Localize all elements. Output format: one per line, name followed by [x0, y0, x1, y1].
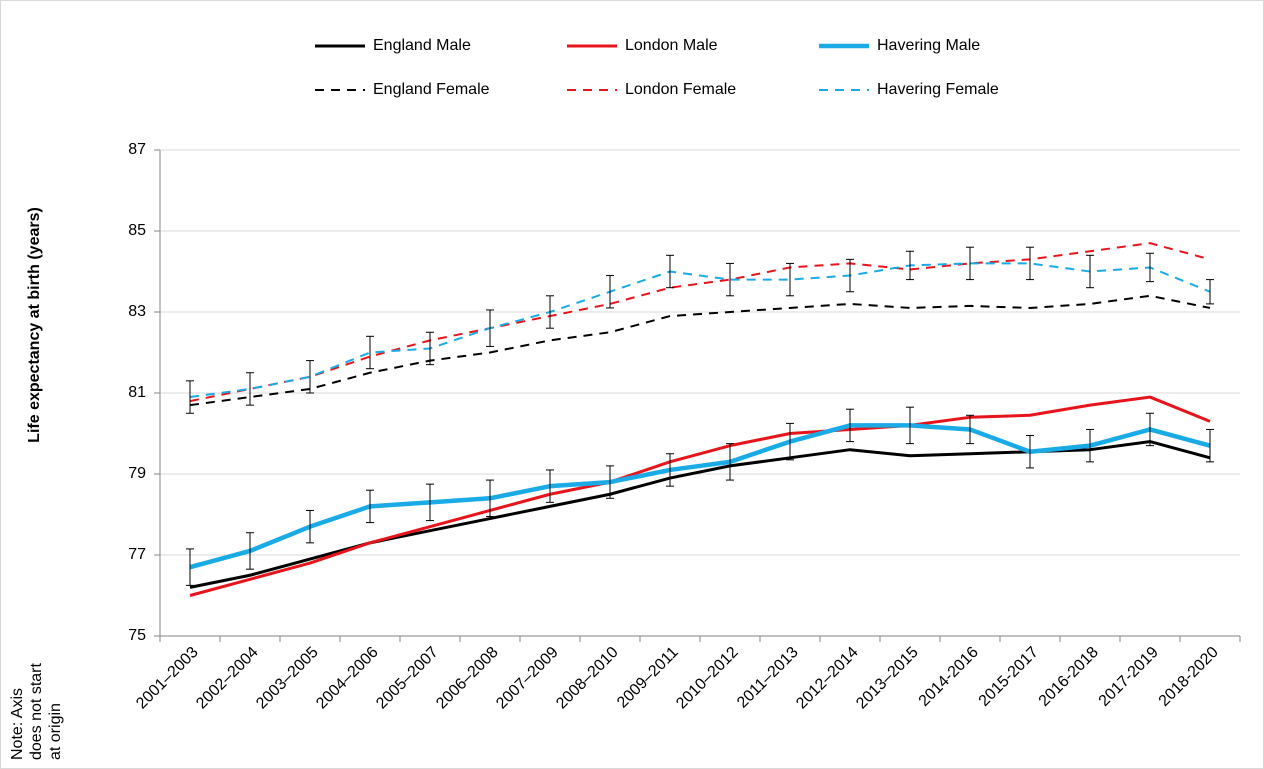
error-bar	[666, 254, 674, 289]
error-bar	[306, 360, 314, 394]
note: does not start	[28, 663, 45, 761]
error-bar	[366, 335, 374, 370]
legend-label: London Female	[625, 81, 736, 98]
legend-label: Havering Female	[877, 81, 999, 98]
error-bar	[306, 509, 314, 544]
y-tick-label: 85	[128, 222, 146, 239]
y-tick-label: 87	[128, 141, 146, 158]
error-bar	[666, 453, 674, 487]
legend-label: London Male	[625, 37, 718, 54]
error-bar	[786, 262, 794, 297]
error-bar	[486, 479, 494, 518]
error-bar	[1086, 428, 1094, 463]
error-bar	[786, 422, 794, 461]
y-tick-label: 77	[128, 546, 146, 563]
error-bar	[846, 258, 854, 293]
error-bar	[186, 548, 194, 586]
error-bar	[1086, 254, 1094, 289]
error-bar	[246, 532, 254, 570]
series-line	[189, 395, 1211, 597]
error-bar	[546, 295, 554, 329]
error-bar	[426, 483, 434, 522]
error-bar	[246, 372, 254, 406]
series-line	[189, 294, 1211, 407]
error-bar	[966, 414, 974, 445]
error-bar	[606, 465, 614, 499]
error-bar	[1146, 252, 1154, 283]
error-bar	[1146, 412, 1154, 447]
error-bar	[546, 469, 554, 503]
error-bar	[726, 443, 734, 481]
error-bar	[966, 246, 974, 281]
error-bar	[846, 408, 854, 443]
error-bar	[486, 309, 494, 347]
y-tick-label: 83	[128, 303, 146, 320]
error-bar	[1206, 428, 1214, 463]
series-line	[189, 423, 1211, 570]
legend-label: England Female	[373, 81, 490, 98]
error-bar	[1206, 279, 1214, 305]
series-line	[189, 262, 1211, 399]
y-tick-label: 79	[128, 465, 146, 482]
y-tick-label: 81	[128, 384, 146, 401]
error-bar	[366, 489, 374, 524]
y-tick-label: 75	[128, 627, 146, 644]
legend-label: Havering Male	[877, 37, 980, 54]
note: at origin	[47, 703, 64, 760]
legend-label: England Male	[373, 37, 471, 54]
series-line	[189, 242, 1211, 403]
error-bar	[726, 262, 734, 297]
error-bar	[1026, 435, 1034, 469]
error-bar	[906, 406, 914, 445]
error-bar	[426, 331, 434, 366]
error-bar	[606, 275, 614, 309]
note: Note: Axis	[9, 688, 26, 760]
error-bar	[906, 250, 914, 281]
y-axis-label: Life expectancy at birth (years)	[26, 207, 43, 443]
error-bar	[1026, 246, 1034, 281]
error-bar	[186, 380, 194, 414]
